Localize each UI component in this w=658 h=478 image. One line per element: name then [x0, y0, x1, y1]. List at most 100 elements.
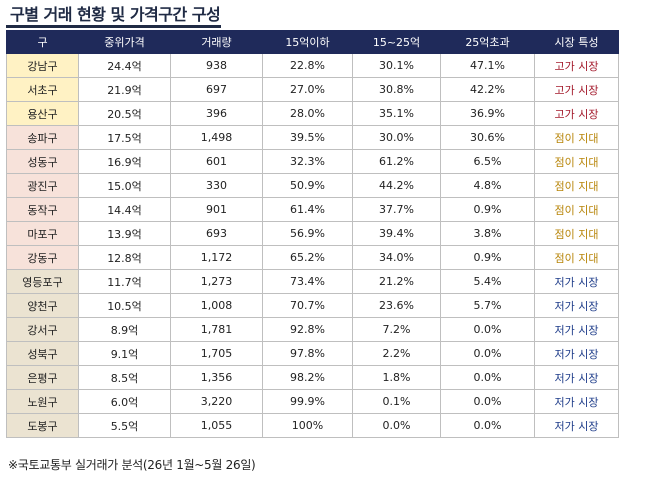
median-price-cell: 15.0억: [78, 173, 171, 198]
over-25-cell: 42.2%: [440, 77, 535, 102]
under-15-cell: 70.7%: [262, 293, 353, 318]
median-price-cell: 8.5억: [78, 365, 171, 390]
table-row: 광진구 15.0억 330 50.9% 44.2% 4.8% 점이 지대: [6, 173, 619, 198]
under-15-cell: 61.4%: [262, 197, 353, 222]
median-price-cell: 12.8억: [78, 245, 171, 270]
header-median-price: 중위가격: [78, 30, 171, 54]
volume-cell: 330: [170, 173, 263, 198]
table-body: 강남구 24.4억 938 22.8% 30.1% 47.1% 고가 시장 서초구 21.9억 6…: [6, 53, 619, 438]
volume-cell: 1,273: [170, 269, 263, 294]
table-row: 성동구 16.9억 601 32.3% 61.2% 6.5% 점이 지대: [6, 149, 619, 174]
volume-cell: 1,781: [170, 317, 263, 342]
median-price-cell: 8.9억: [78, 317, 171, 342]
table-row: 동작구 14.4억 901 61.4% 37.7% 0.9% 점이 지대: [6, 197, 619, 222]
over-25-cell: 0.9%: [440, 197, 535, 222]
title-underline: [6, 25, 221, 28]
market-type-cell: 저가 시장: [534, 269, 619, 294]
median-price-cell: 17.5억: [78, 125, 171, 150]
median-price-cell: 11.7억: [78, 269, 171, 294]
market-type-cell: 고가 시장: [534, 77, 619, 102]
over-25-cell: 6.5%: [440, 149, 535, 174]
over-25-cell: 4.8%: [440, 173, 535, 198]
under-15-cell: 50.9%: [262, 173, 353, 198]
volume-cell: 901: [170, 197, 263, 222]
range-15-25-cell: 2.2%: [352, 341, 441, 366]
district-cell: 성동구: [6, 149, 79, 174]
district-cell: 도봉구: [6, 413, 79, 438]
volume-cell: 693: [170, 221, 263, 246]
under-15-cell: 28.0%: [262, 101, 353, 126]
header-15-25: 15~25억: [352, 30, 441, 54]
over-25-cell: 0.0%: [440, 413, 535, 438]
over-25-cell: 30.6%: [440, 125, 535, 150]
district-cell: 강남구: [6, 53, 79, 78]
over-25-cell: 36.9%: [440, 101, 535, 126]
under-15-cell: 39.5%: [262, 125, 353, 150]
header-over-25: 25억초과: [440, 30, 535, 54]
over-25-cell: 5.4%: [440, 269, 535, 294]
under-15-cell: 73.4%: [262, 269, 353, 294]
under-15-cell: 22.8%: [262, 53, 353, 78]
table-row: 영등포구 11.7억 1,273 73.4% 21.2% 5.4% 저가 시장: [6, 269, 619, 294]
volume-cell: 1,172: [170, 245, 263, 270]
under-15-cell: 99.9%: [262, 389, 353, 414]
over-25-cell: 0.0%: [440, 365, 535, 390]
range-15-25-cell: 7.2%: [352, 317, 441, 342]
market-type-cell: 저가 시장: [534, 389, 619, 414]
under-15-cell: 100%: [262, 413, 353, 438]
district-cell: 강서구: [6, 317, 79, 342]
range-15-25-cell: 61.2%: [352, 149, 441, 174]
range-15-25-cell: 1.8%: [352, 365, 441, 390]
range-15-25-cell: 34.0%: [352, 245, 441, 270]
under-15-cell: 97.8%: [262, 341, 353, 366]
over-25-cell: 5.7%: [440, 293, 535, 318]
range-15-25-cell: 30.1%: [352, 53, 441, 78]
range-15-25-cell: 37.7%: [352, 197, 441, 222]
under-15-cell: 27.0%: [262, 77, 353, 102]
volume-cell: 1,008: [170, 293, 263, 318]
under-15-cell: 92.8%: [262, 317, 353, 342]
page-title: 구별 거래 현황 및 가격구간 구성: [10, 5, 221, 24]
header-under-15: 15억이하: [262, 30, 353, 54]
market-type-cell: 점이 지대: [534, 221, 619, 246]
district-cell: 양천구: [6, 293, 79, 318]
district-cell: 성북구: [6, 341, 79, 366]
volume-cell: 938: [170, 53, 263, 78]
range-15-25-cell: 39.4%: [352, 221, 441, 246]
range-15-25-cell: 0.0%: [352, 413, 441, 438]
market-type-cell: 저가 시장: [534, 293, 619, 318]
table-row: 성북구 9.1억 1,705 97.8% 2.2% 0.0% 저가 시장: [6, 341, 619, 366]
header-district: 구: [6, 30, 79, 54]
district-cell: 노원구: [6, 389, 79, 414]
volume-cell: 1,055: [170, 413, 263, 438]
median-price-cell: 16.9억: [78, 149, 171, 174]
district-cell: 용산구: [6, 101, 79, 126]
median-price-cell: 13.9억: [78, 221, 171, 246]
volume-cell: 601: [170, 149, 263, 174]
volume-cell: 1,705: [170, 341, 263, 366]
district-cell: 송파구: [6, 125, 79, 150]
table-row: 강남구 24.4억 938 22.8% 30.1% 47.1% 고가 시장: [6, 53, 619, 78]
median-price-cell: 14.4억: [78, 197, 171, 222]
under-15-cell: 65.2%: [262, 245, 353, 270]
market-type-cell: 점이 지대: [534, 173, 619, 198]
table-row: 서초구 21.9억 697 27.0% 30.8% 42.2% 고가 시장: [6, 77, 619, 102]
range-15-25-cell: 0.1%: [352, 389, 441, 414]
market-type-cell: 고가 시장: [534, 53, 619, 78]
range-15-25-cell: 30.8%: [352, 77, 441, 102]
over-25-cell: 0.0%: [440, 341, 535, 366]
median-price-cell: 20.5억: [78, 101, 171, 126]
median-price-cell: 9.1억: [78, 341, 171, 366]
district-transaction-table: 구 중위가격 거래량 15억이하 15~25억 25억초과 시장 특성 강남구 2…: [6, 30, 619, 438]
table-row: 강서구 8.9억 1,781 92.8% 7.2% 0.0% 저가 시장: [6, 317, 619, 342]
table-row: 양천구 10.5억 1,008 70.7% 23.6% 5.7% 저가 시장: [6, 293, 619, 318]
under-15-cell: 32.3%: [262, 149, 353, 174]
over-25-cell: 0.9%: [440, 245, 535, 270]
over-25-cell: 47.1%: [440, 53, 535, 78]
volume-cell: 3,220: [170, 389, 263, 414]
table-row: 강동구 12.8억 1,172 65.2% 34.0% 0.9% 점이 지대: [6, 245, 619, 270]
footnote: ※국토교통부 실거래가 분석(26년 1월~5월 26일): [8, 458, 256, 472]
median-price-cell: 5.5억: [78, 413, 171, 438]
district-cell: 영등포구: [6, 269, 79, 294]
volume-cell: 697: [170, 77, 263, 102]
